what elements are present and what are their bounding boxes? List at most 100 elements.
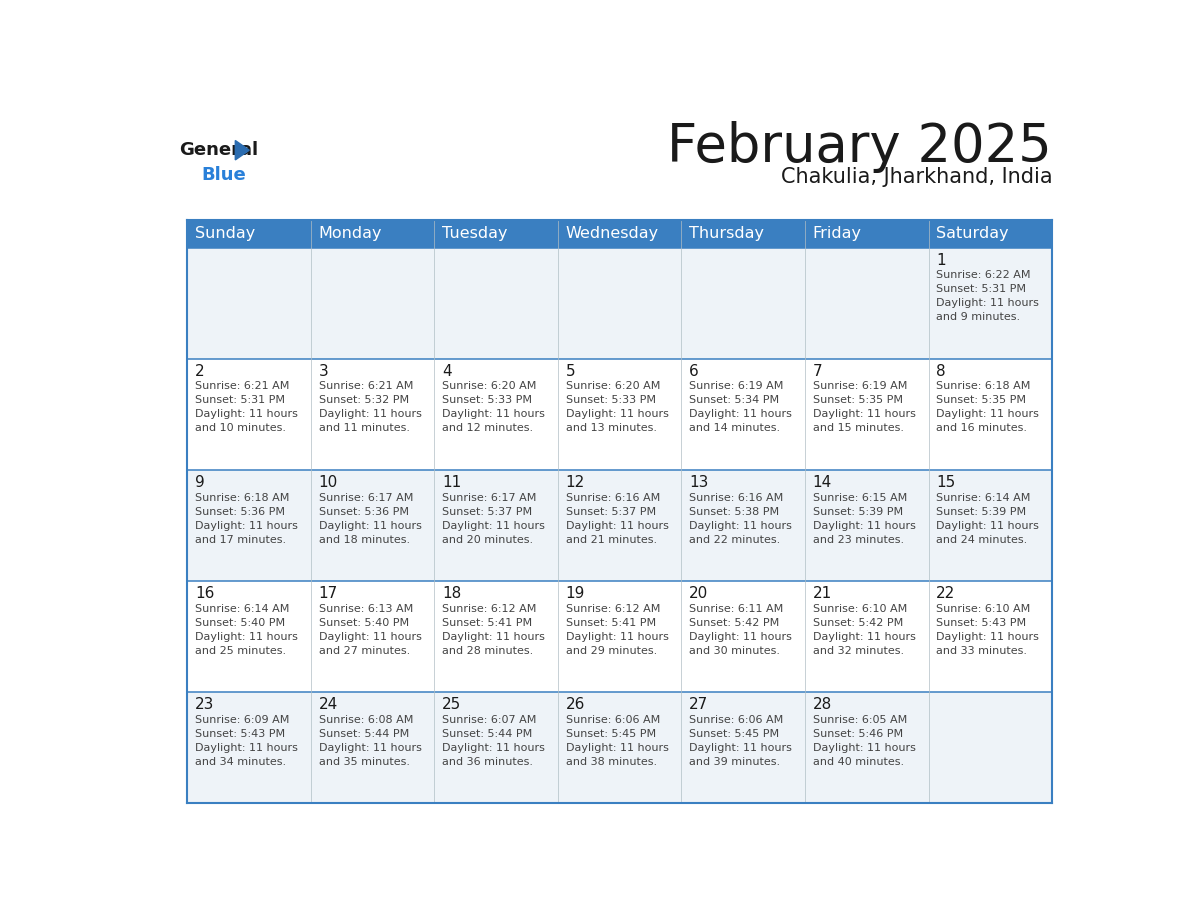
Bar <box>805 470 929 581</box>
Text: 23: 23 <box>195 698 214 712</box>
Text: 19: 19 <box>565 587 584 601</box>
Text: Sunrise: 6:18 AM
Sunset: 5:35 PM
Daylight: 11 hours
and 16 minutes.: Sunrise: 6:18 AM Sunset: 5:35 PM Dayligh… <box>936 382 1040 433</box>
Bar <box>682 581 805 692</box>
Bar <box>435 359 558 470</box>
Text: 28: 28 <box>813 698 832 712</box>
Text: Sunrise: 6:15 AM
Sunset: 5:39 PM
Daylight: 11 hours
and 23 minutes.: Sunrise: 6:15 AM Sunset: 5:39 PM Dayligh… <box>813 493 916 544</box>
Bar <box>558 470 682 581</box>
Text: Sunrise: 6:17 AM
Sunset: 5:36 PM
Daylight: 11 hours
and 18 minutes.: Sunrise: 6:17 AM Sunset: 5:36 PM Dayligh… <box>318 493 422 544</box>
Text: Thursday: Thursday <box>689 226 764 241</box>
Bar <box>682 219 805 248</box>
Bar <box>558 219 682 248</box>
Bar <box>311 692 435 803</box>
Bar <box>558 581 682 692</box>
Bar <box>435 219 558 248</box>
Text: 18: 18 <box>442 587 461 601</box>
Text: Sunrise: 6:10 AM
Sunset: 5:43 PM
Daylight: 11 hours
and 33 minutes.: Sunrise: 6:10 AM Sunset: 5:43 PM Dayligh… <box>936 604 1040 655</box>
Bar <box>929 470 1053 581</box>
Text: 22: 22 <box>936 587 955 601</box>
Text: Tuesday: Tuesday <box>442 226 507 241</box>
Text: General: General <box>179 141 259 159</box>
Text: 4: 4 <box>442 364 451 379</box>
Text: 25: 25 <box>442 698 461 712</box>
Bar <box>558 692 682 803</box>
Bar <box>682 692 805 803</box>
Text: 17: 17 <box>318 587 337 601</box>
Text: 26: 26 <box>565 698 584 712</box>
Polygon shape <box>235 140 249 160</box>
Bar <box>435 470 558 581</box>
Text: 2: 2 <box>195 364 204 379</box>
Text: Sunrise: 6:14 AM
Sunset: 5:39 PM
Daylight: 11 hours
and 24 minutes.: Sunrise: 6:14 AM Sunset: 5:39 PM Dayligh… <box>936 493 1040 544</box>
Text: 1: 1 <box>936 253 946 268</box>
Text: Sunrise: 6:22 AM
Sunset: 5:31 PM
Daylight: 11 hours
and 9 minutes.: Sunrise: 6:22 AM Sunset: 5:31 PM Dayligh… <box>936 270 1040 322</box>
Bar <box>929 692 1053 803</box>
Text: Saturday: Saturday <box>936 226 1009 241</box>
Text: Blue: Blue <box>201 166 246 184</box>
Text: 7: 7 <box>813 364 822 379</box>
Bar <box>805 359 929 470</box>
Text: Sunrise: 6:12 AM
Sunset: 5:41 PM
Daylight: 11 hours
and 29 minutes.: Sunrise: 6:12 AM Sunset: 5:41 PM Dayligh… <box>565 604 669 655</box>
Text: 16: 16 <box>195 587 214 601</box>
Bar <box>929 581 1053 692</box>
Text: 8: 8 <box>936 364 946 379</box>
Bar <box>682 359 805 470</box>
Bar <box>929 248 1053 359</box>
Text: Sunrise: 6:19 AM
Sunset: 5:34 PM
Daylight: 11 hours
and 14 minutes.: Sunrise: 6:19 AM Sunset: 5:34 PM Dayligh… <box>689 382 792 433</box>
Text: Sunrise: 6:16 AM
Sunset: 5:37 PM
Daylight: 11 hours
and 21 minutes.: Sunrise: 6:16 AM Sunset: 5:37 PM Dayligh… <box>565 493 669 544</box>
Bar <box>311 248 435 359</box>
Text: Sunrise: 6:16 AM
Sunset: 5:38 PM
Daylight: 11 hours
and 22 minutes.: Sunrise: 6:16 AM Sunset: 5:38 PM Dayligh… <box>689 493 792 544</box>
Bar <box>435 581 558 692</box>
Text: Sunrise: 6:20 AM
Sunset: 5:33 PM
Daylight: 11 hours
and 13 minutes.: Sunrise: 6:20 AM Sunset: 5:33 PM Dayligh… <box>565 382 669 433</box>
Text: Sunrise: 6:13 AM
Sunset: 5:40 PM
Daylight: 11 hours
and 27 minutes.: Sunrise: 6:13 AM Sunset: 5:40 PM Dayligh… <box>318 604 422 655</box>
Bar <box>435 248 558 359</box>
Text: 13: 13 <box>689 476 708 490</box>
Text: Friday: Friday <box>813 226 861 241</box>
Text: Sunrise: 6:09 AM
Sunset: 5:43 PM
Daylight: 11 hours
and 34 minutes.: Sunrise: 6:09 AM Sunset: 5:43 PM Dayligh… <box>195 715 298 767</box>
Text: Sunrise: 6:11 AM
Sunset: 5:42 PM
Daylight: 11 hours
and 30 minutes.: Sunrise: 6:11 AM Sunset: 5:42 PM Dayligh… <box>689 604 792 655</box>
Bar <box>188 692 311 803</box>
Bar <box>805 581 929 692</box>
Text: Sunrise: 6:21 AM
Sunset: 5:31 PM
Daylight: 11 hours
and 10 minutes.: Sunrise: 6:21 AM Sunset: 5:31 PM Dayligh… <box>195 382 298 433</box>
Text: Sunrise: 6:20 AM
Sunset: 5:33 PM
Daylight: 11 hours
and 12 minutes.: Sunrise: 6:20 AM Sunset: 5:33 PM Dayligh… <box>442 382 545 433</box>
Text: Sunrise: 6:17 AM
Sunset: 5:37 PM
Daylight: 11 hours
and 20 minutes.: Sunrise: 6:17 AM Sunset: 5:37 PM Dayligh… <box>442 493 545 544</box>
Bar <box>311 359 435 470</box>
Bar <box>805 692 929 803</box>
Text: 5: 5 <box>565 364 575 379</box>
Bar <box>682 470 805 581</box>
Text: Sunrise: 6:05 AM
Sunset: 5:46 PM
Daylight: 11 hours
and 40 minutes.: Sunrise: 6:05 AM Sunset: 5:46 PM Dayligh… <box>813 715 916 767</box>
Text: Wednesday: Wednesday <box>565 226 659 241</box>
Text: 24: 24 <box>318 698 337 712</box>
Text: Sunrise: 6:10 AM
Sunset: 5:42 PM
Daylight: 11 hours
and 32 minutes.: Sunrise: 6:10 AM Sunset: 5:42 PM Dayligh… <box>813 604 916 655</box>
Bar <box>311 581 435 692</box>
Text: Sunrise: 6:07 AM
Sunset: 5:44 PM
Daylight: 11 hours
and 36 minutes.: Sunrise: 6:07 AM Sunset: 5:44 PM Dayligh… <box>442 715 545 767</box>
Bar <box>558 359 682 470</box>
Text: Sunrise: 6:21 AM
Sunset: 5:32 PM
Daylight: 11 hours
and 11 minutes.: Sunrise: 6:21 AM Sunset: 5:32 PM Dayligh… <box>318 382 422 433</box>
Text: 9: 9 <box>195 476 204 490</box>
Bar <box>929 219 1053 248</box>
Bar <box>188 248 311 359</box>
Bar <box>929 359 1053 470</box>
Text: Sunrise: 6:19 AM
Sunset: 5:35 PM
Daylight: 11 hours
and 15 minutes.: Sunrise: 6:19 AM Sunset: 5:35 PM Dayligh… <box>813 382 916 433</box>
Text: 20: 20 <box>689 587 708 601</box>
Text: 15: 15 <box>936 476 955 490</box>
Text: Sunrise: 6:06 AM
Sunset: 5:45 PM
Daylight: 11 hours
and 38 minutes.: Sunrise: 6:06 AM Sunset: 5:45 PM Dayligh… <box>565 715 669 767</box>
Text: 14: 14 <box>813 476 832 490</box>
Bar <box>311 470 435 581</box>
Bar <box>188 359 311 470</box>
Text: Sunrise: 6:18 AM
Sunset: 5:36 PM
Daylight: 11 hours
and 17 minutes.: Sunrise: 6:18 AM Sunset: 5:36 PM Dayligh… <box>195 493 298 544</box>
Text: 12: 12 <box>565 476 584 490</box>
Text: February 2025: February 2025 <box>668 121 1053 173</box>
Text: Sunday: Sunday <box>195 226 255 241</box>
Text: Sunrise: 6:14 AM
Sunset: 5:40 PM
Daylight: 11 hours
and 25 minutes.: Sunrise: 6:14 AM Sunset: 5:40 PM Dayligh… <box>195 604 298 655</box>
Bar <box>188 470 311 581</box>
Bar <box>435 692 558 803</box>
Text: Monday: Monday <box>318 226 383 241</box>
Text: 6: 6 <box>689 364 699 379</box>
Bar <box>805 248 929 359</box>
Text: Sunrise: 6:08 AM
Sunset: 5:44 PM
Daylight: 11 hours
and 35 minutes.: Sunrise: 6:08 AM Sunset: 5:44 PM Dayligh… <box>318 715 422 767</box>
Bar <box>311 219 435 248</box>
Bar <box>805 219 929 248</box>
Bar <box>188 581 311 692</box>
Text: 11: 11 <box>442 476 461 490</box>
